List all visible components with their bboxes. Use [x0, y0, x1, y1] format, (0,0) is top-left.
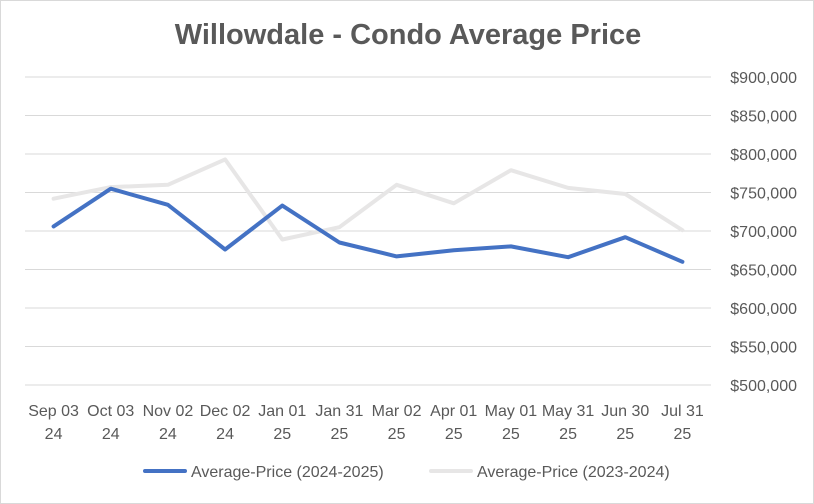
y-tick-label: $850,000	[730, 109, 797, 126]
y-tick-label: $650,000	[730, 263, 797, 280]
x-tick-label: Jan 01 25	[258, 403, 306, 443]
y-tick-label: $750,000	[730, 186, 797, 203]
y-tick-label: $500,000	[730, 378, 797, 395]
legend: Average-Price (2024-2025) Average-Price (…	[143, 464, 670, 481]
y-tick-label: $800,000	[730, 147, 797, 164]
x-tick-label: May 31 25	[542, 403, 595, 443]
y-tick-label: $700,000	[730, 224, 797, 241]
y-tick-label: $600,000	[730, 301, 797, 318]
legend-label: Average-Price (2024-2025)	[191, 464, 384, 481]
x-tick-label: Dec 02 24	[200, 403, 251, 443]
y-axis-labels: $500,000 $550,000 $600,000 $650,000 $700,000…	[730, 70, 797, 395]
series-lines	[51, 157, 685, 264]
gridlines	[25, 76, 711, 386]
x-tick-label: Apr 01 25	[430, 403, 477, 443]
x-tick-label: Jun 30 25	[601, 403, 649, 443]
chart-title: Willowdale - Condo Average Price	[175, 19, 642, 51]
x-tick-label: Oct 03 24	[87, 403, 134, 443]
series-line	[51, 186, 685, 264]
x-tick-label: Nov 02 24	[143, 403, 194, 443]
x-tick-label: Sep 03 24	[28, 403, 79, 443]
legend-label: Average-Price (2023-2024)	[477, 464, 670, 481]
x-tick-label: Jul 31 25	[661, 403, 704, 443]
x-tick-label: Mar 02 25	[372, 403, 422, 443]
x-tick-label: Jan 31 25	[315, 403, 363, 443]
series-line	[51, 157, 685, 242]
y-tick-label: $900,000	[730, 70, 797, 87]
x-tick-label: May 01 25	[485, 403, 538, 443]
y-tick-label: $550,000	[730, 340, 797, 357]
